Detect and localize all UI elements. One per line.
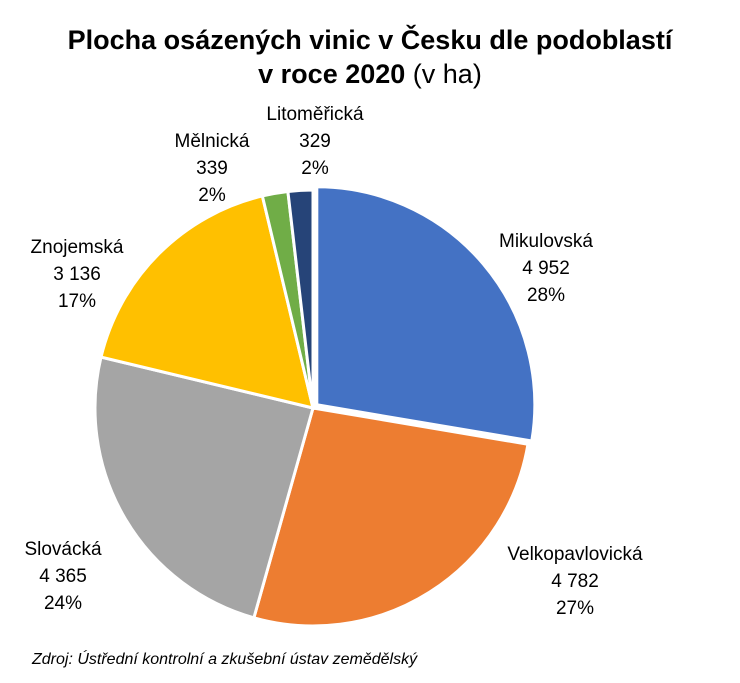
pie-slice (252, 406, 530, 628)
chart-title: Plocha osázených vinic v Česku dle podob… (68, 24, 674, 55)
slice-label: Litoměřická (266, 104, 364, 125)
pie-slice (93, 355, 315, 620)
slice-label: Velkopavlovická (507, 544, 643, 565)
chart-title: v roce 2020 (v ha) (258, 59, 482, 89)
value-label: 329 (299, 131, 331, 152)
pie-slice (315, 185, 537, 443)
pie-slice (286, 188, 315, 409)
value-label: 4 782 (551, 571, 599, 592)
slice-label: Mělnická (175, 131, 250, 152)
value-label: 4 952 (522, 258, 570, 279)
percent-label: 17% (58, 291, 96, 312)
slice-label: Mikulovská (499, 231, 593, 252)
source: Zdroj: Ústřední kontrolní a zkušební úst… (31, 649, 418, 668)
slice-label: Slovácká (24, 539, 102, 560)
percent-label: 27% (556, 598, 594, 619)
value-label: 339 (196, 158, 228, 179)
pie-slice (99, 194, 316, 411)
percent-label: 2% (301, 158, 329, 179)
chart-title: v roce 2020 (258, 59, 405, 89)
value-label: 4 365 (39, 566, 87, 587)
percent-label: 2% (198, 185, 226, 206)
title-note: (v ha) (413, 59, 482, 89)
slice-label: Znojemská (31, 237, 124, 258)
percent-label: 28% (527, 285, 565, 306)
percent-label: 24% (44, 593, 82, 614)
value-label: 3 136 (53, 264, 101, 285)
